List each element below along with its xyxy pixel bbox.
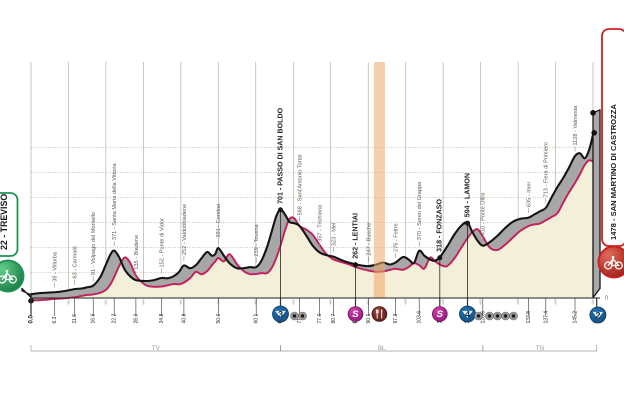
svg-text:357 - Trichiana: 357 - Trichiana <box>317 204 323 242</box>
svg-text:77.0: 77.0 <box>317 314 323 324</box>
svg-text:276 - Feltre: 276 - Feltre <box>394 223 400 252</box>
svg-text:50.0: 50.0 <box>216 314 222 324</box>
svg-text:22 - TREVISO: 22 - TREVISO <box>0 194 9 250</box>
svg-text:50: 50 <box>215 299 220 304</box>
svg-text:370 - Seren del Grappa: 370 - Seren del Grappa <box>417 181 423 240</box>
svg-text:6.3: 6.3 <box>52 316 58 323</box>
svg-text:410 - Ponte Oltra: 410 - Ponte Oltra <box>481 192 487 235</box>
svg-text:BL: BL <box>378 345 386 352</box>
svg-text:22.2: 22.2 <box>112 314 118 324</box>
svg-text:391 - Combai: 391 - Combai <box>216 204 222 238</box>
svg-text:103.6: 103.6 <box>417 311 423 324</box>
svg-text:97.3: 97.3 <box>393 314 399 324</box>
svg-text:594 - LAMON: 594 - LAMON <box>463 173 471 217</box>
svg-text:318 - FONZASO: 318 - FONZASO <box>436 198 444 251</box>
svg-text:137.4: 137.4 <box>543 311 549 324</box>
svg-text:0: 0 <box>605 296 608 302</box>
svg-text:34.8: 34.8 <box>159 314 165 324</box>
svg-text:135 - Biadene: 135 - Biadene <box>134 235 140 270</box>
svg-text:70: 70 <box>290 299 295 304</box>
svg-text:713 - Fiera di Primiero: 713 - Fiera di Primiero <box>544 142 550 197</box>
svg-text:TN: TN <box>536 345 545 352</box>
svg-text:80: 80 <box>328 299 333 304</box>
svg-text:10: 10 <box>66 299 71 304</box>
svg-text:63 - Carmalò: 63 - Carmalò <box>72 246 78 278</box>
svg-text:TV: TV <box>152 345 161 352</box>
svg-text:371 - Santa Maria della Vittor: 371 - Santa Maria della Vittoria <box>112 163 118 241</box>
svg-text:701 - PASSO DI SAN BOLDO: 701 - PASSO DI SAN BOLDO <box>276 107 284 204</box>
svg-text:80.7: 80.7 <box>331 314 337 324</box>
svg-text:90: 90 <box>365 299 370 304</box>
svg-text:30: 30 <box>140 299 145 304</box>
svg-text:0.0: 0.0 <box>29 314 35 323</box>
svg-text:28.0: 28.0 <box>133 314 139 324</box>
svg-text:38 - Villorba: 38 - Villorba <box>53 251 59 282</box>
svg-text:132.8: 132.8 <box>526 311 532 324</box>
svg-text:90.1: 90.1 <box>366 314 372 324</box>
svg-text:568 - Sant'Antonio Tortal: 568 - Sant'Antonio Tortal <box>298 155 304 216</box>
svg-text:145.2: 145.2 <box>573 311 579 324</box>
svg-text:91 - Volpago del Montello: 91 - Volpago del Montello <box>91 212 97 275</box>
svg-text:S: S <box>352 309 359 320</box>
svg-text:323 - Mel: 323 - Mel <box>331 223 337 246</box>
svg-text:16.6: 16.6 <box>91 314 97 324</box>
svg-text:40.8: 40.8 <box>181 314 187 324</box>
svg-text:262 - LENTIAI: 262 - LENTIAI <box>351 213 359 259</box>
svg-text:40: 40 <box>178 299 183 304</box>
svg-text:252 - Valdobbiadene: 252 - Valdobbiadene <box>182 204 188 255</box>
svg-text:239 - Tovena: 239 - Tovena <box>254 223 260 256</box>
svg-text:S: S <box>437 309 444 320</box>
svg-text:4: 4 <box>465 309 471 319</box>
svg-text:20: 20 <box>103 299 108 304</box>
svg-text:3: 3 <box>278 309 283 319</box>
svg-text:2: 2 <box>595 310 600 320</box>
svg-text:11.6: 11.6 <box>72 314 78 324</box>
svg-text:1478 - SAN MARTINO DI CASTROZZ: 1478 - SAN MARTINO DI CASTROZZA <box>609 104 618 240</box>
svg-text:1128 - Valmesta: 1128 - Valmesta <box>573 105 579 146</box>
svg-text:152 - Ponte di Vidor: 152 - Ponte di Vidor <box>159 218 165 267</box>
svg-text:635 - Imer: 635 - Imer <box>527 181 533 207</box>
svg-text:247 - Busche: 247 - Busche <box>367 223 373 256</box>
svg-text:60.1: 60.1 <box>254 314 260 324</box>
svg-text:60: 60 <box>253 299 258 304</box>
